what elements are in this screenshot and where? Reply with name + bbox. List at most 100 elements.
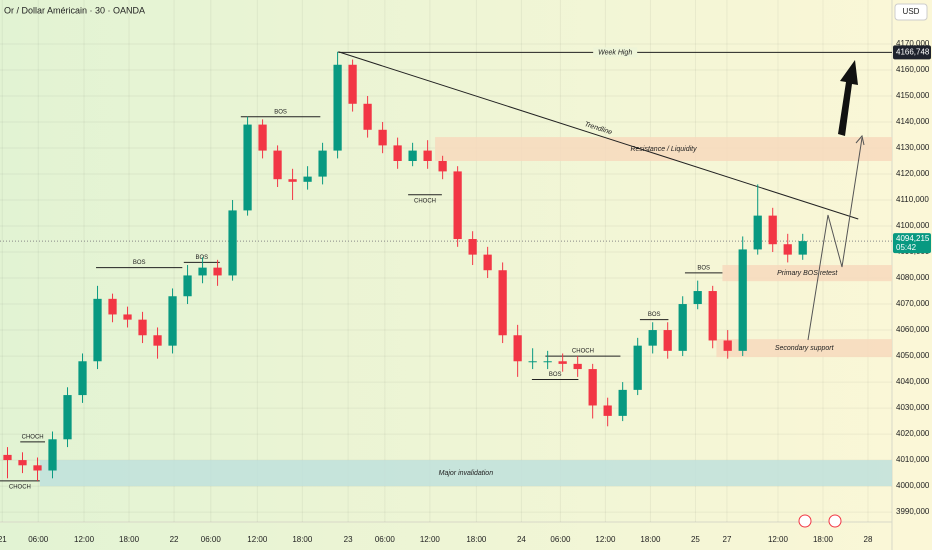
candle-body [213,267,222,276]
x-tick-label: 24 [517,535,526,544]
candle-body [63,395,72,440]
currency[interactable]: USD [903,7,920,16]
x-tick-label: 27 [723,535,732,544]
x-tick-label: 12:00 [768,535,789,544]
y-tick-label: 4130,000 [896,143,930,152]
countdown: 05:42 [896,243,917,252]
structure-label: BOS [133,260,146,266]
candle-body [93,298,102,362]
candle-body [483,254,492,271]
candle-body [588,369,597,406]
candle-body [648,330,657,346]
candle-body [378,129,387,146]
y-tick-label: 3990,000 [896,507,930,516]
candle-body [438,160,447,172]
target-arrow [838,60,858,136]
week-high-price: 4166,748 [896,48,930,57]
zone-label: Resistance / Liquidity [630,146,697,153]
x-tick-label: 28 [864,535,873,544]
candle-body [783,244,792,255]
candle-body [468,239,477,255]
currency-box[interactable] [894,3,928,21]
candle-body [423,150,432,161]
candle-body [228,210,237,276]
candle-body [558,361,567,364]
candle-body [618,389,627,416]
x-tick-label: 06:00 [550,535,571,544]
structure-label: CHOCH [572,349,594,355]
zone-label: Primary BOS retest [777,270,838,277]
candle-body [288,179,297,182]
candle-body [738,249,747,351]
current-price: 4094,215 [896,234,930,243]
candle-body [363,103,372,130]
y-tick-label: 4010,000 [896,455,930,464]
structure-label: CHOCH [9,484,31,490]
y-tick-label: 4140,000 [896,117,930,126]
y-tick-label: 4080,000 [896,273,930,282]
candle-body [693,291,702,305]
x-tick-label: 06:00 [201,535,222,544]
candle-body [183,275,192,297]
candle-body [543,361,552,363]
candle-body [258,124,267,151]
week-high-label: Week High [598,49,632,56]
candle-body [18,460,27,466]
x-tick-label: 18:00 [466,535,487,544]
projection-path [807,137,863,341]
candle-body [198,267,207,276]
structure-label: BOS [274,109,287,115]
y-tick-label: 4020,000 [896,429,930,438]
x-tick-label: 25 [691,535,700,544]
trendline [338,51,859,220]
candle-body [243,124,252,211]
y-tick-label: 4110,000 [896,195,929,204]
zone [716,339,892,358]
candle-body [33,465,42,471]
x-tick-label: 12:00 [247,535,268,544]
candle-body [603,405,612,416]
chart-title: Or / Dollar Américain · 30 · OANDA [4,5,145,15]
zone [39,460,892,487]
zone [435,137,892,161]
candle-body [408,150,417,161]
candle-body [138,319,147,336]
x-tick-label: 12:00 [595,535,616,544]
structure-label: BOS [195,255,208,261]
structure-label: CHOCH [414,198,436,204]
candle-body [48,439,57,471]
candle-body [168,296,177,346]
x-tick-label: 06:00 [28,535,49,544]
x-tick-label: 21 [0,535,7,544]
price-tag [893,233,931,254]
x-tick-label: 18:00 [292,535,313,544]
y-tick-label: 4060,000 [896,325,930,334]
candle-body [513,335,522,362]
event-icon[interactable] [828,514,842,528]
candle-body [78,361,87,396]
candle-body [303,176,312,182]
y-tick-label: 4160,000 [896,65,930,74]
candle-body [528,361,537,363]
candle-body [393,145,402,161]
zone [722,265,892,282]
candle-body [708,291,717,341]
candle-body [3,454,12,461]
candle-body [153,335,162,346]
x-tick-label: 18:00 [813,535,834,544]
y-tick-label: 4040,000 [896,377,930,386]
event-icon[interactable] [798,514,812,528]
candle-body [798,241,807,255]
y-tick-label: 4170,000 [896,39,930,48]
price-tag [893,45,931,60]
candle-body [348,64,357,104]
candle-body [768,215,777,245]
y-tick-label: 4150,000 [896,91,930,100]
x-tick-label: 18:00 [119,535,140,544]
y-tick-label: 4050,000 [896,351,930,360]
x-tick-label: 06:00 [375,535,396,544]
y-tick-label: 4030,000 [896,403,930,412]
structure-label: BOS [697,265,710,271]
